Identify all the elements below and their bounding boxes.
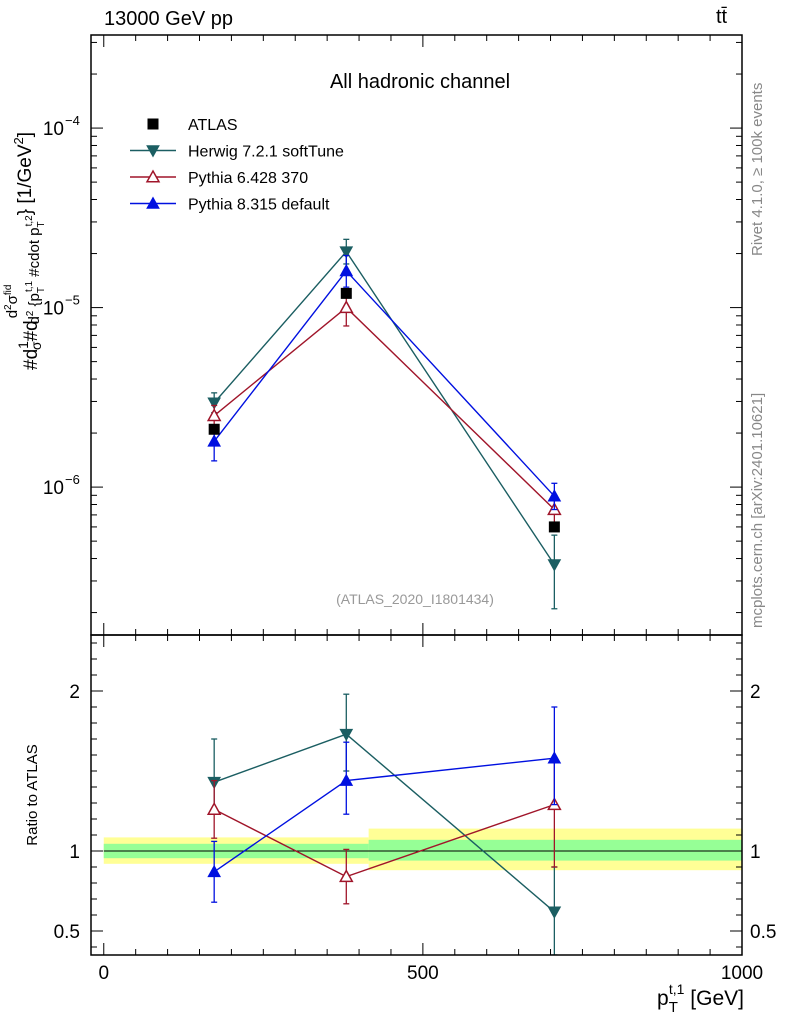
ratio-tick-label-right: 0.5 (750, 922, 776, 943)
data-point (145, 169, 161, 183)
x-axis-label: pTt,1 [GeV] (657, 981, 744, 1016)
ratio-tick-label-left: 0.5 (54, 922, 80, 943)
x-tick-label: 0 (98, 963, 109, 984)
legend-label: ATLAS (188, 117, 238, 134)
ratio-tick-label-right: 1 (750, 842, 761, 863)
data-point (547, 751, 562, 764)
data-point (547, 559, 562, 572)
data-point (207, 864, 222, 878)
rivet-version-label: Rivet 4.1.0, ≥ 100k events (749, 82, 766, 256)
y-tick-label: 10 (43, 299, 64, 320)
stat-uncertainty-band (368, 839, 742, 861)
collision-energy-label: 13000 GeV pp (104, 8, 233, 30)
data-point (206, 801, 222, 815)
data-point (339, 300, 354, 314)
ratio-tick-label-right: 2 (750, 682, 761, 703)
data-point (339, 869, 354, 883)
data-point (547, 906, 562, 919)
data-point (339, 773, 354, 786)
y-tick-label: 10 (43, 478, 64, 499)
data-point (340, 287, 352, 299)
ratio-series-line (213, 733, 555, 913)
data-point (146, 145, 160, 158)
analysis-id: (ATLAS_2020_I1801434) (336, 591, 494, 607)
data-point (208, 423, 220, 435)
ratio-y-axis-label: Ratio to ATLAS (24, 744, 41, 845)
data-point (146, 196, 160, 209)
main-series-layer (206, 238, 562, 610)
data-point (206, 408, 222, 422)
data-point (339, 263, 354, 277)
legend-label: Pythia 8.315 default (188, 197, 330, 214)
x-tick-label: 1000 (721, 963, 763, 984)
legend-label: Pythia 6.428 370 (188, 170, 308, 187)
series-line (213, 250, 555, 565)
series-line (213, 306, 555, 511)
x-tick-label: 500 (407, 963, 439, 984)
legend-label: Herwig 7.2.1 softTune (188, 144, 344, 161)
ratio-tick-label-left: 1 (69, 842, 80, 863)
legend: ATLAS Herwig 7.2.1 softTune Pythia 6.428 3… (130, 117, 344, 214)
mcplots-url-label: mcplots.cern.ch [arXiv:2401.10621] (749, 392, 766, 628)
data-point (339, 728, 354, 742)
data-point (548, 521, 560, 533)
axis-ticks (91, 35, 743, 955)
data-point (339, 246, 354, 259)
series-line (213, 269, 555, 497)
data-point (147, 118, 159, 130)
data-point (207, 397, 222, 410)
process-label: tt̄ (716, 6, 728, 28)
ratio-frame (90, 634, 743, 956)
y-tick-exponent: −5 (65, 293, 80, 308)
y-axis-label: #d1σ#dd2σfidd2 {pTt,1 #cdot pTt,2} [1/Ge… (3, 132, 47, 370)
data-point (547, 489, 562, 502)
ratio-series-layer (206, 693, 562, 955)
y-tick-label: 10 (43, 119, 64, 140)
y-tick-exponent: −6 (65, 472, 80, 487)
data-point (207, 434, 222, 447)
chart-title: All hadronic channel (330, 71, 510, 93)
ratio-tick-label-left: 2 (69, 682, 80, 703)
y-tick-exponent: −4 (65, 113, 80, 128)
